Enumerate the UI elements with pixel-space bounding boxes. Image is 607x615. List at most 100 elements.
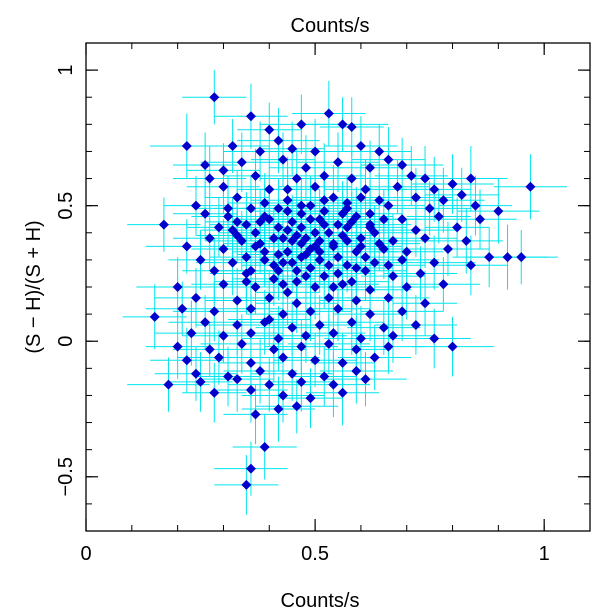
data-point bbox=[190, 292, 201, 303]
data-point bbox=[278, 154, 289, 165]
data-point bbox=[218, 181, 229, 192]
data-point bbox=[200, 160, 211, 170]
data-point bbox=[365, 284, 376, 295]
data-point bbox=[355, 233, 366, 244]
data-point bbox=[209, 387, 220, 398]
data-point bbox=[204, 233, 215, 244]
data-point bbox=[296, 200, 307, 211]
data-point bbox=[346, 173, 357, 184]
data-point bbox=[346, 216, 357, 227]
data-point bbox=[484, 252, 495, 263]
data-point bbox=[397, 214, 408, 225]
data-point bbox=[245, 303, 256, 314]
data-point bbox=[273, 333, 284, 344]
data-point bbox=[300, 271, 311, 282]
ticks: 0 0.5 1 −0.5 0 0.5 1 bbox=[55, 42, 591, 565]
data-point bbox=[410, 319, 421, 330]
data-point bbox=[342, 222, 353, 233]
data-point bbox=[223, 371, 234, 382]
data-point bbox=[291, 298, 302, 309]
data-point bbox=[337, 208, 348, 219]
data-point bbox=[236, 157, 247, 168]
data-point bbox=[300, 330, 311, 341]
data-point bbox=[319, 219, 330, 230]
data-point bbox=[264, 184, 275, 195]
data-point bbox=[433, 211, 444, 222]
data-point bbox=[447, 341, 458, 352]
data-point bbox=[369, 227, 380, 238]
data-point bbox=[365, 219, 376, 230]
data-point bbox=[245, 357, 256, 368]
data-point bbox=[465, 260, 476, 271]
data-point bbox=[232, 374, 243, 385]
data-point bbox=[319, 271, 330, 282]
data-point bbox=[255, 216, 266, 227]
data-point bbox=[204, 173, 215, 184]
data-point bbox=[342, 260, 353, 271]
data-point bbox=[369, 257, 380, 268]
chart-title: Counts/s bbox=[291, 15, 370, 37]
data-point bbox=[337, 357, 348, 368]
data-point bbox=[209, 265, 220, 276]
data-point bbox=[232, 192, 243, 203]
data-point bbox=[195, 254, 206, 265]
data-point bbox=[259, 246, 270, 257]
data-point bbox=[268, 344, 279, 355]
data-point bbox=[401, 282, 412, 292]
data-point bbox=[296, 208, 307, 219]
data-point bbox=[250, 409, 261, 420]
data-point bbox=[401, 246, 412, 257]
data-point bbox=[365, 162, 376, 173]
data-point bbox=[333, 252, 343, 263]
data-point bbox=[250, 170, 261, 181]
data-point bbox=[378, 322, 389, 333]
data-point bbox=[287, 216, 298, 227]
data-point bbox=[387, 271, 398, 282]
data-point bbox=[410, 192, 421, 203]
data-point bbox=[273, 203, 284, 214]
data-point bbox=[310, 227, 321, 238]
data-point bbox=[355, 241, 366, 252]
data-point bbox=[420, 233, 431, 244]
data-point bbox=[268, 260, 279, 271]
data-point bbox=[232, 295, 243, 306]
data-point bbox=[429, 333, 440, 344]
data-point bbox=[245, 385, 256, 396]
data-point bbox=[525, 181, 536, 192]
data-point bbox=[273, 135, 284, 146]
data-point bbox=[250, 227, 261, 238]
data-point bbox=[287, 368, 298, 379]
data-point bbox=[420, 173, 431, 184]
data-point bbox=[282, 184, 293, 195]
data-point bbox=[232, 319, 243, 330]
data-point bbox=[163, 379, 174, 390]
data-point bbox=[273, 222, 284, 233]
x-tick-label: 0 bbox=[80, 543, 91, 565]
data-point bbox=[452, 222, 463, 233]
data-point bbox=[296, 376, 307, 387]
data-point bbox=[209, 306, 220, 317]
data-point bbox=[410, 225, 421, 236]
data-point bbox=[264, 379, 275, 390]
data-point bbox=[218, 165, 229, 176]
data-point bbox=[456, 189, 467, 200]
data-point bbox=[429, 257, 440, 268]
data-point bbox=[300, 162, 311, 173]
x-tick-label: 1 bbox=[539, 543, 550, 565]
data-point bbox=[314, 319, 325, 330]
data-point bbox=[475, 214, 486, 225]
data-point bbox=[291, 265, 302, 276]
data-point bbox=[314, 235, 325, 246]
data-point bbox=[250, 282, 261, 292]
data-point bbox=[383, 200, 394, 211]
data-point bbox=[383, 341, 394, 352]
data-point bbox=[420, 298, 431, 309]
x-axis-label: Counts/s bbox=[281, 590, 360, 612]
data-point bbox=[282, 225, 293, 236]
data-point bbox=[190, 200, 201, 211]
data-point bbox=[465, 173, 476, 184]
data-point bbox=[374, 146, 385, 157]
data-point bbox=[355, 333, 366, 344]
data-point bbox=[245, 463, 256, 474]
data-point bbox=[502, 252, 513, 263]
